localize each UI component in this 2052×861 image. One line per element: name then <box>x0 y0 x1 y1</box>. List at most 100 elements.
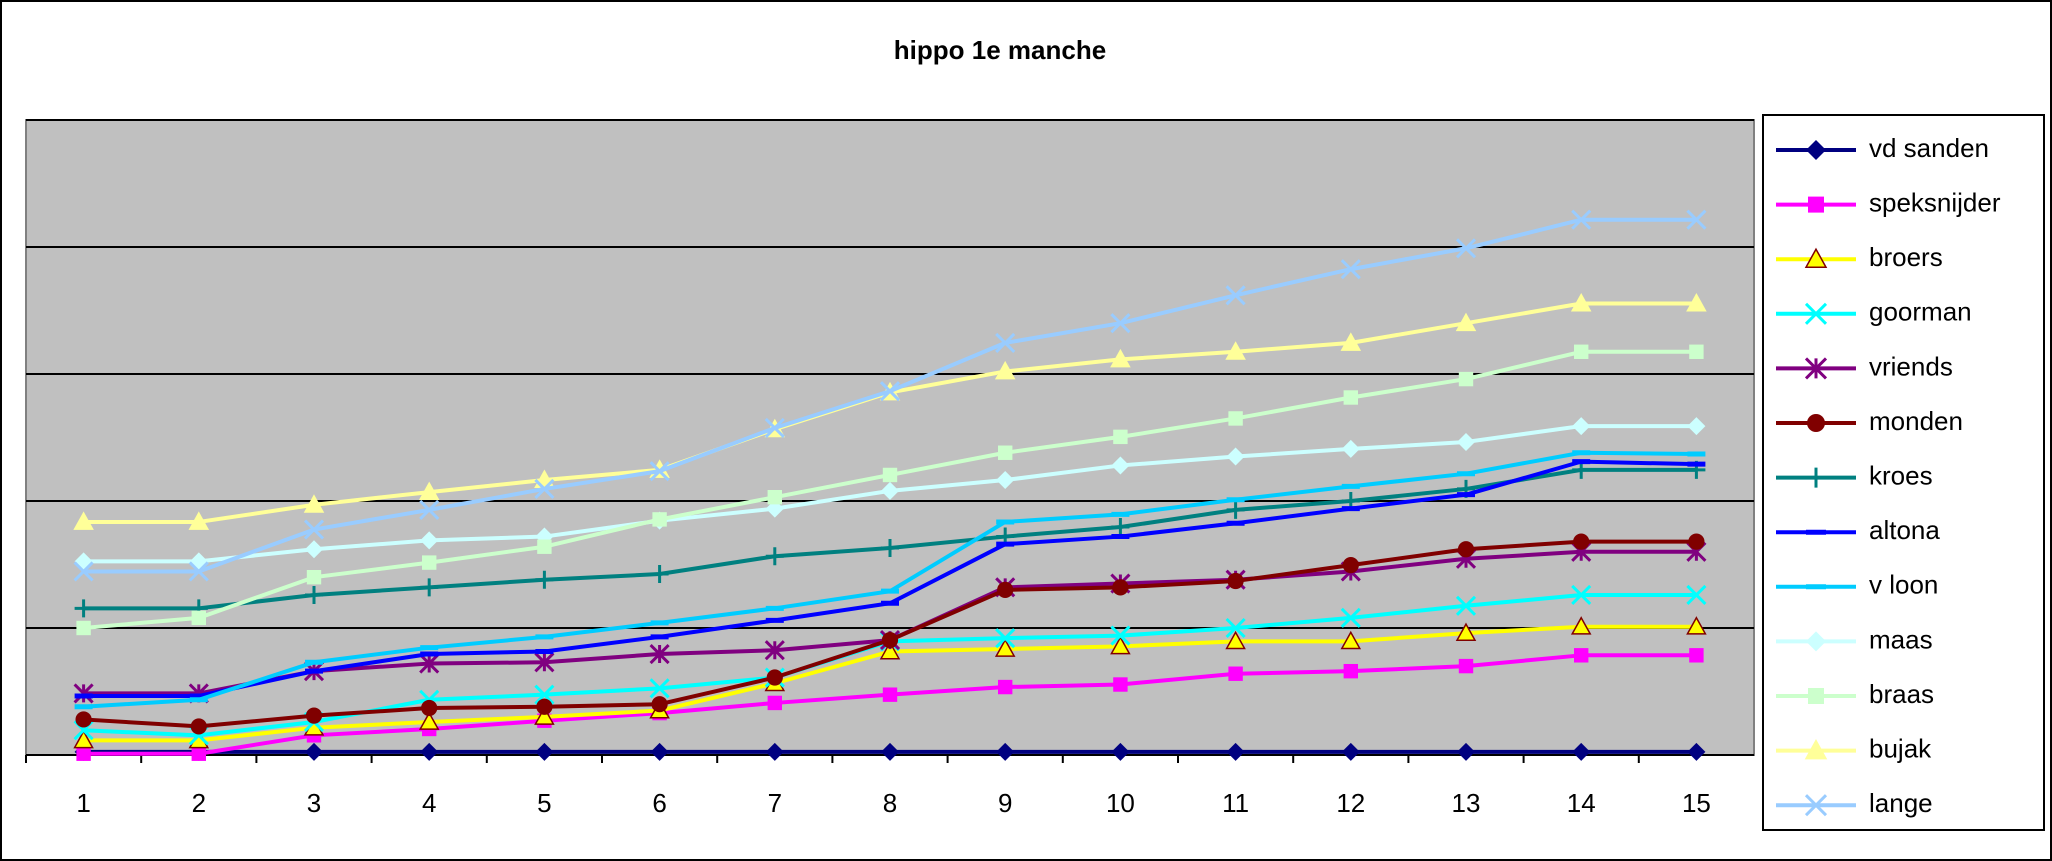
marker <box>996 742 1015 761</box>
legend-label: braas <box>1869 679 1934 709</box>
marker <box>1455 312 1477 332</box>
legend-marker <box>1804 302 1828 325</box>
marker <box>1571 209 1592 230</box>
marker <box>879 381 901 402</box>
marker <box>997 581 1014 599</box>
marker <box>1686 616 1707 635</box>
series <box>74 450 1706 710</box>
x-tick-label: 12 <box>1336 788 1365 818</box>
marker <box>303 494 325 513</box>
marker <box>1340 630 1362 650</box>
marker <box>1340 332 1362 351</box>
legend-marker <box>1807 414 1825 432</box>
legend-marker <box>1808 688 1824 704</box>
marker <box>535 742 554 761</box>
marker <box>1457 541 1475 558</box>
legend-marker <box>1808 196 1824 213</box>
marker <box>418 711 440 730</box>
marker <box>649 461 670 482</box>
legend-marker <box>1804 739 1828 760</box>
marker <box>1110 313 1131 334</box>
x-tick-label: 15 <box>1682 788 1711 818</box>
marker <box>1343 663 1358 679</box>
marker <box>1343 390 1358 405</box>
marker <box>1457 742 1475 761</box>
marker <box>191 610 206 626</box>
marker <box>767 489 782 505</box>
marker <box>1688 533 1705 550</box>
marker <box>995 332 1016 353</box>
x-tick-label: 3 <box>307 788 321 818</box>
marker <box>1111 518 1130 537</box>
legend-label: vd sanden <box>1869 133 1989 163</box>
legend-label: goorman <box>1869 297 1972 327</box>
marker <box>420 742 439 761</box>
marker <box>1111 456 1130 475</box>
marker <box>419 499 440 520</box>
legend-label: kroes <box>1869 460 1933 490</box>
marker <box>998 445 1013 460</box>
marker <box>1457 432 1475 451</box>
legend-marker <box>1806 631 1826 652</box>
marker <box>188 511 210 530</box>
marker <box>649 643 670 665</box>
marker <box>305 585 323 604</box>
marker <box>1225 630 1246 650</box>
chart-title: hippo 1e manche <box>894 35 1106 65</box>
marker <box>537 539 552 554</box>
marker <box>995 628 1016 649</box>
marker <box>1570 292 1592 312</box>
x-tick-label: 10 <box>1106 788 1135 818</box>
x-tick-label: 11 <box>1222 788 1249 818</box>
marker <box>1686 209 1707 230</box>
marker <box>536 698 553 715</box>
marker <box>422 555 437 570</box>
marker <box>73 729 94 749</box>
marker <box>879 640 901 660</box>
marker <box>1341 742 1360 761</box>
marker <box>882 467 898 483</box>
marker <box>305 707 323 724</box>
marker <box>419 653 440 674</box>
marker <box>76 620 91 636</box>
legend-marker <box>1804 357 1828 380</box>
legend-label: speksnijder <box>1869 187 2001 217</box>
legend-marker <box>1804 794 1828 817</box>
x-tick-label: 5 <box>537 788 551 818</box>
marker <box>764 417 785 439</box>
series <box>74 460 1706 618</box>
marker <box>651 696 668 713</box>
marker <box>1341 439 1360 458</box>
marker <box>534 706 555 725</box>
x-tick-label: 6 <box>652 788 666 818</box>
series <box>75 533 1705 735</box>
marker <box>1455 622 1477 642</box>
legend-label: vriends <box>1869 351 1953 381</box>
marker <box>881 742 899 761</box>
marker <box>1228 411 1243 426</box>
legend-label: v loon <box>1869 570 1938 600</box>
marker <box>1573 533 1590 550</box>
series <box>74 459 1706 699</box>
marker <box>1228 666 1243 681</box>
marker <box>1687 742 1706 761</box>
marker <box>994 360 1016 380</box>
marker <box>534 652 555 673</box>
marker <box>75 711 92 728</box>
marker <box>188 561 209 582</box>
marker <box>1455 238 1477 259</box>
marker <box>1113 429 1128 445</box>
marker <box>881 538 899 557</box>
marker <box>1112 579 1129 596</box>
marker <box>418 481 440 501</box>
marker <box>303 519 325 540</box>
marker <box>76 746 91 761</box>
marker <box>1574 344 1589 359</box>
marker <box>1225 617 1246 639</box>
marker <box>1226 500 1245 519</box>
marker <box>881 631 899 649</box>
marker <box>1226 447 1245 466</box>
series <box>73 209 1707 582</box>
